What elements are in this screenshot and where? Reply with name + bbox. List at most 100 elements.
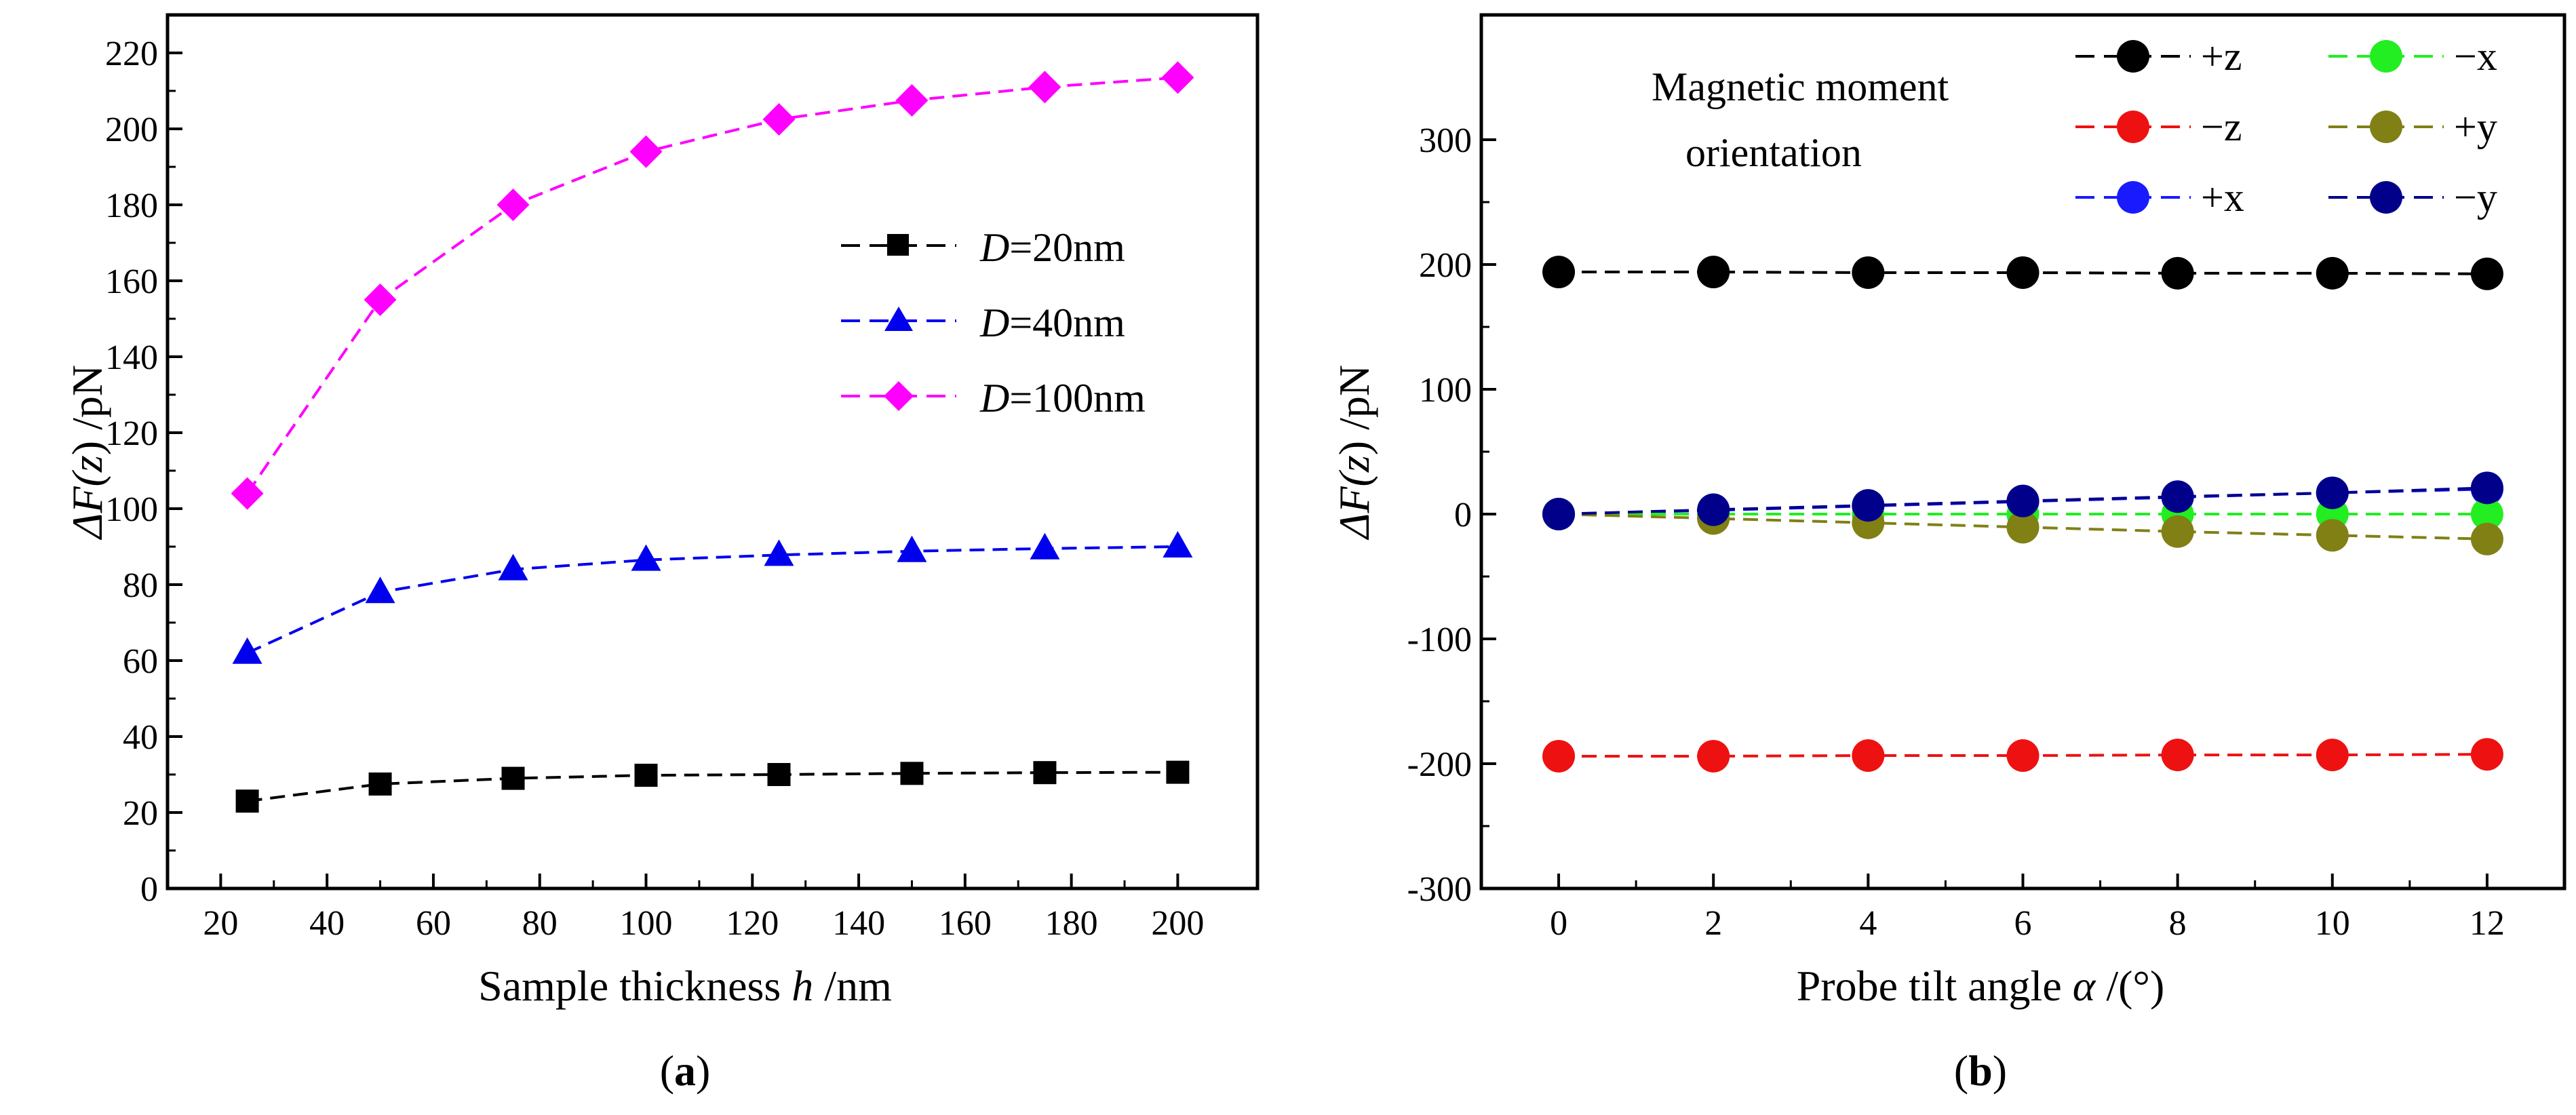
y-axis-title-b-prefix: ΔF(	[1330, 469, 1378, 541]
x-tick-label-b-4: 8	[2169, 904, 2187, 943]
x-tick-label-a-4: 100	[620, 904, 673, 943]
data-point-b-minus-y-2	[1852, 489, 1885, 522]
panel-caption-a: (a)	[660, 1046, 711, 1095]
legend-label-plus-z: +z	[2201, 34, 2242, 79]
y-tick-label-b-2: -100	[1407, 621, 1472, 659]
y-tick-label-a-7: 140	[105, 338, 158, 377]
data-point-a-d-100nm-0	[231, 477, 264, 510]
y-axis-title-a-var: z	[63, 455, 111, 473]
data-point-b-minus-y-1	[1697, 493, 1730, 526]
y-tick-label-a-1: 20	[123, 794, 158, 833]
x-tick-label-a-7: 160	[939, 904, 992, 943]
x-tick-label-b-0: 0	[1550, 904, 1567, 943]
legend-marker-d20	[887, 234, 909, 256]
legend-title-line1: Magnetic moment	[1652, 64, 1949, 109]
legend-marker-minus-x	[2370, 40, 2402, 73]
legend-label-d100: D=100nm	[979, 376, 1146, 420]
x-axis-title-a-suffix: /nm	[813, 962, 892, 1010]
data-point-a-d-20nm-2	[501, 766, 525, 790]
data-point-b-minus-z-6	[2470, 738, 2503, 771]
x-tick-label-b-2: 4	[1859, 904, 1877, 943]
data-point-b-minus-y-5	[2316, 476, 2349, 509]
x-axis-title-b: Probe tilt angle α /(°)	[1797, 962, 2165, 1010]
x-axis-title-a: Sample thickness h /nm	[478, 962, 892, 1010]
data-point-a-d-40nm-1	[365, 576, 395, 604]
data-point-a-d-100nm-7	[1161, 61, 1194, 94]
y-tick-label-a-0: 0	[140, 870, 158, 909]
data-point-a-d-40nm-7	[1163, 531, 1193, 558]
data-point-b-plus-z-4	[2161, 256, 2194, 290]
legend-entry-d20: D=20nm	[841, 225, 1125, 270]
data-point-b-plus-y-5	[2316, 519, 2349, 552]
y-axis-ticks-b: -300 -200 -100 0 100 200 300	[1407, 121, 1496, 909]
data-point-a-d-40nm-2	[498, 553, 528, 581]
series-group-b	[1542, 256, 2503, 772]
panel-caption-b: (b)	[1954, 1046, 2007, 1095]
data-point-b-plus-z-5	[2316, 256, 2349, 290]
y-tick-label-b-0: -300	[1407, 870, 1472, 909]
data-point-b-minus-y-3	[2006, 484, 2040, 517]
y-axis-title-a-prefix: ΔF(	[63, 469, 111, 541]
legend-marker-d100	[884, 381, 914, 411]
data-point-a-d-100nm-1	[364, 283, 397, 316]
legend-title-line2: orientation	[1685, 130, 1862, 175]
legend-label-minus-z: −z	[2201, 104, 2242, 149]
y-tick-label-a-8: 160	[105, 262, 158, 301]
data-point-b-plus-z-0	[1542, 256, 1576, 289]
series-line-a-d-40nm	[246, 545, 1178, 654]
data-point-a-d-100nm-5	[895, 84, 929, 117]
x-tick-label-a-3: 80	[522, 904, 558, 943]
panel-label-a: a	[674, 1046, 696, 1095]
data-point-b-minus-z-5	[2316, 739, 2349, 772]
legend-rest-d100: =100nm	[1009, 376, 1146, 420]
series-line-a-d-20nm	[247, 770, 1178, 803]
legend-label-d40: D=40nm	[979, 300, 1125, 345]
y-tick-label-a-10: 200	[105, 111, 158, 149]
data-point-b-minus-y-6	[2470, 471, 2503, 505]
data-point-a-d-20nm-7	[1166, 760, 1190, 784]
y-tick-label-a-3: 60	[123, 642, 158, 681]
x-tick-label-b-5: 10	[2315, 904, 2350, 943]
legend-marker-minus-z	[2117, 111, 2149, 143]
x-axis-title-a-var: h	[792, 962, 813, 1010]
legend-marker-plus-x	[2117, 181, 2149, 214]
legend-b: Magnetic moment orientation +z −z +x −x +y −y	[1652, 34, 2497, 220]
data-point-b-plus-z-2	[1852, 256, 1885, 289]
data-point-a-d-20nm-4	[767, 763, 791, 786]
legend-a: D=20nm D=40nm D=100nm	[841, 225, 1146, 420]
data-point-a-d-100nm-6	[1028, 71, 1061, 104]
data-point-a-d-40nm-5	[897, 535, 927, 562]
x-axis-ticks-b: 0 2 4 6 8 10 12	[1550, 874, 2505, 943]
legend-var-d20: D	[979, 225, 1009, 270]
data-point-b-minus-z-2	[1852, 739, 1885, 772]
plot-frame-a	[165, 13, 1260, 891]
y-tick-label-a-5: 100	[105, 490, 158, 529]
data-point-b-minus-z-0	[1542, 739, 1576, 772]
data-point-b-minus-y-4	[2161, 480, 2194, 513]
data-point-a-d-40nm-4	[764, 539, 794, 566]
legend-entry-d100: D=100nm	[841, 376, 1146, 420]
data-point-a-d-100nm-3	[629, 135, 663, 168]
panel-label-b: b	[1968, 1046, 1993, 1095]
data-point-a-d-40nm-0	[232, 637, 262, 664]
x-axis-title-b-prefix: Probe tilt angle	[1797, 962, 2073, 1010]
data-point-b-plus-z-3	[2006, 256, 2040, 289]
y-tick-label-a-9: 180	[105, 187, 158, 225]
x-axis-ticks-a: 20 40 60 80 100 120 140 160 180 200	[203, 874, 1204, 943]
y-axis-ticks-a: 0 20 40 60 80 100 120 140 160 180 200 220	[105, 35, 182, 909]
data-point-a-d-20nm-6	[1033, 761, 1057, 785]
legend-marker-minus-y	[2370, 181, 2402, 214]
data-point-b-minus-z-3	[2006, 739, 2040, 772]
data-point-a-d-20nm-3	[634, 764, 658, 787]
data-point-b-plus-z-1	[1697, 256, 1730, 289]
y-tick-label-a-11: 220	[105, 35, 158, 73]
data-point-a-d-20nm-1	[368, 772, 392, 796]
y-tick-label-b-6: 300	[1419, 121, 1472, 160]
data-point-a-d-20nm-5	[900, 762, 924, 785]
y-axis-title-a: ΔF(z) /pN	[63, 365, 111, 541]
legend-marker-plus-y	[2370, 111, 2402, 143]
panel-a: 0 20 40 60 80 100 120 140 160 180 200 220 20 40 60 80 1…	[63, 13, 1260, 1095]
x-tick-label-a-2: 60	[416, 904, 451, 943]
y-tick-label-a-2: 40	[123, 718, 158, 757]
